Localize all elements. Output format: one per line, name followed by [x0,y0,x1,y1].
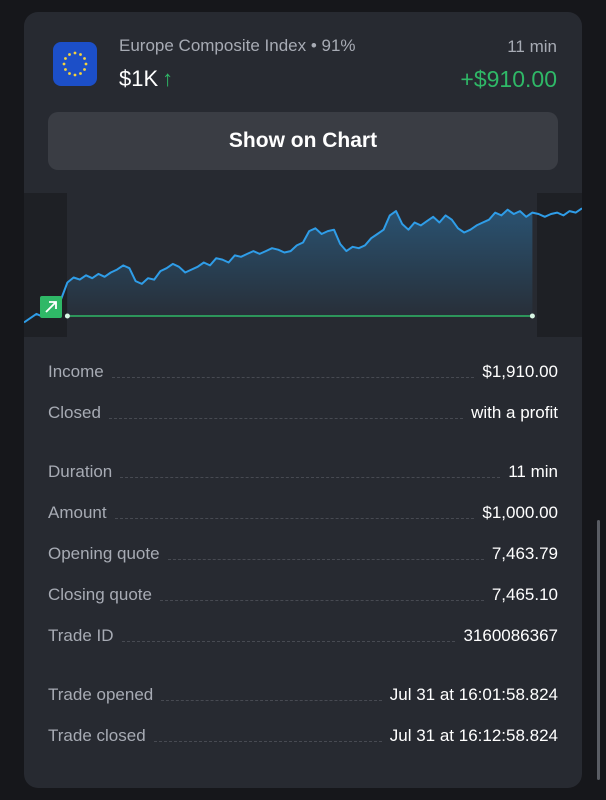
price-line [24,207,582,324]
flag-star [64,57,67,60]
payout-separator: • [306,36,322,55]
asset-name: Europe Composite Index [119,36,307,55]
detail-row: Duration 11 min [48,456,558,482]
open-point [64,313,70,319]
detail-label: Closing quote [48,585,152,604]
payout-percent: 91% [321,36,356,55]
trade-header: Europe Composite Index • 91% $1K ↑ 11 min… [24,12,582,112]
detail-value: Jul 31 at 16:01:58.824 [389,685,558,704]
flag-star [79,72,82,75]
detail-row: Trade opened Jul 31 at 16:01:58.824 [48,679,558,705]
detail-label: Duration [48,462,113,481]
detail-label: Trade opened [48,685,154,704]
arrow-up-icon: ↑ [162,66,174,91]
detail-value: 7,465.10 [491,585,558,604]
detail-value: 11 min [508,462,558,481]
scrollbar[interactable] [597,520,600,780]
detail-label: Trade closed [48,726,146,745]
dotted-leader [159,599,484,601]
trade-amount-value: $1K [119,66,159,91]
dotted-leader [111,376,475,378]
trade-area [67,209,533,316]
flag-star [62,62,66,66]
detail-value: Jul 31 at 16:12:58.824 [389,726,558,745]
flag-star [73,73,77,77]
detail-label: Income [48,362,104,381]
dotted-leader [167,558,484,560]
detail-row: Trade ID 3160086367 [48,620,558,646]
detail-label: Opening quote [48,544,160,563]
flag-star [64,68,67,71]
flag-star [68,53,71,56]
eu-flag-icon [53,42,97,86]
arrow-up-right-icon [45,301,57,313]
detail-row: Opening quote 7,463.79 [48,538,558,564]
dotted-leader [114,517,475,519]
detail-label: Trade ID [48,626,114,645]
detail-row: Income $1,910.00 [48,356,558,382]
detail-label: Closed [48,403,101,422]
flag-star [83,68,86,71]
trade-details-list: Income $1,910.00 Closed with a profit Durati… [24,12,582,788]
detail-row: Amount $1,000.00 [48,497,558,523]
asset-title: Europe Composite Index • 91% [119,36,356,56]
dotted-leader [161,699,382,701]
flag-star [73,51,77,55]
detail-row: Closed with a profit [48,397,558,423]
detail-value: 3160086367 [463,626,558,645]
detail-value: with a profit [471,403,558,422]
flag-star [68,72,71,75]
detail-row: Closing quote 7,465.10 [48,579,558,605]
detail-row: Trade closed Jul 31 at 16:12:58.824 [48,720,558,746]
trade-duration: 11 min [507,37,557,56]
dotted-leader [120,476,501,478]
close-point [529,313,535,319]
flag-star [83,57,86,60]
detail-label: Amount [48,503,107,522]
trade-details-card: Europe Composite Index • 91% $1K ↑ 11 min… [24,12,582,788]
trade-amount: $1K ↑ [119,66,173,92]
dotted-leader [108,417,464,419]
flag-star [79,53,82,56]
dotted-leader [121,640,456,642]
trade-chart [24,193,582,337]
detail-value: $1,910.00 [482,362,558,381]
dotted-leader [153,740,382,742]
detail-value: $1,000.00 [482,503,558,522]
trade-profit: +$910.00 [460,66,557,92]
flag-star [84,62,88,66]
detail-value: 7,463.79 [491,544,558,563]
show-on-chart-button[interactable]: Show on Chart [48,112,558,170]
